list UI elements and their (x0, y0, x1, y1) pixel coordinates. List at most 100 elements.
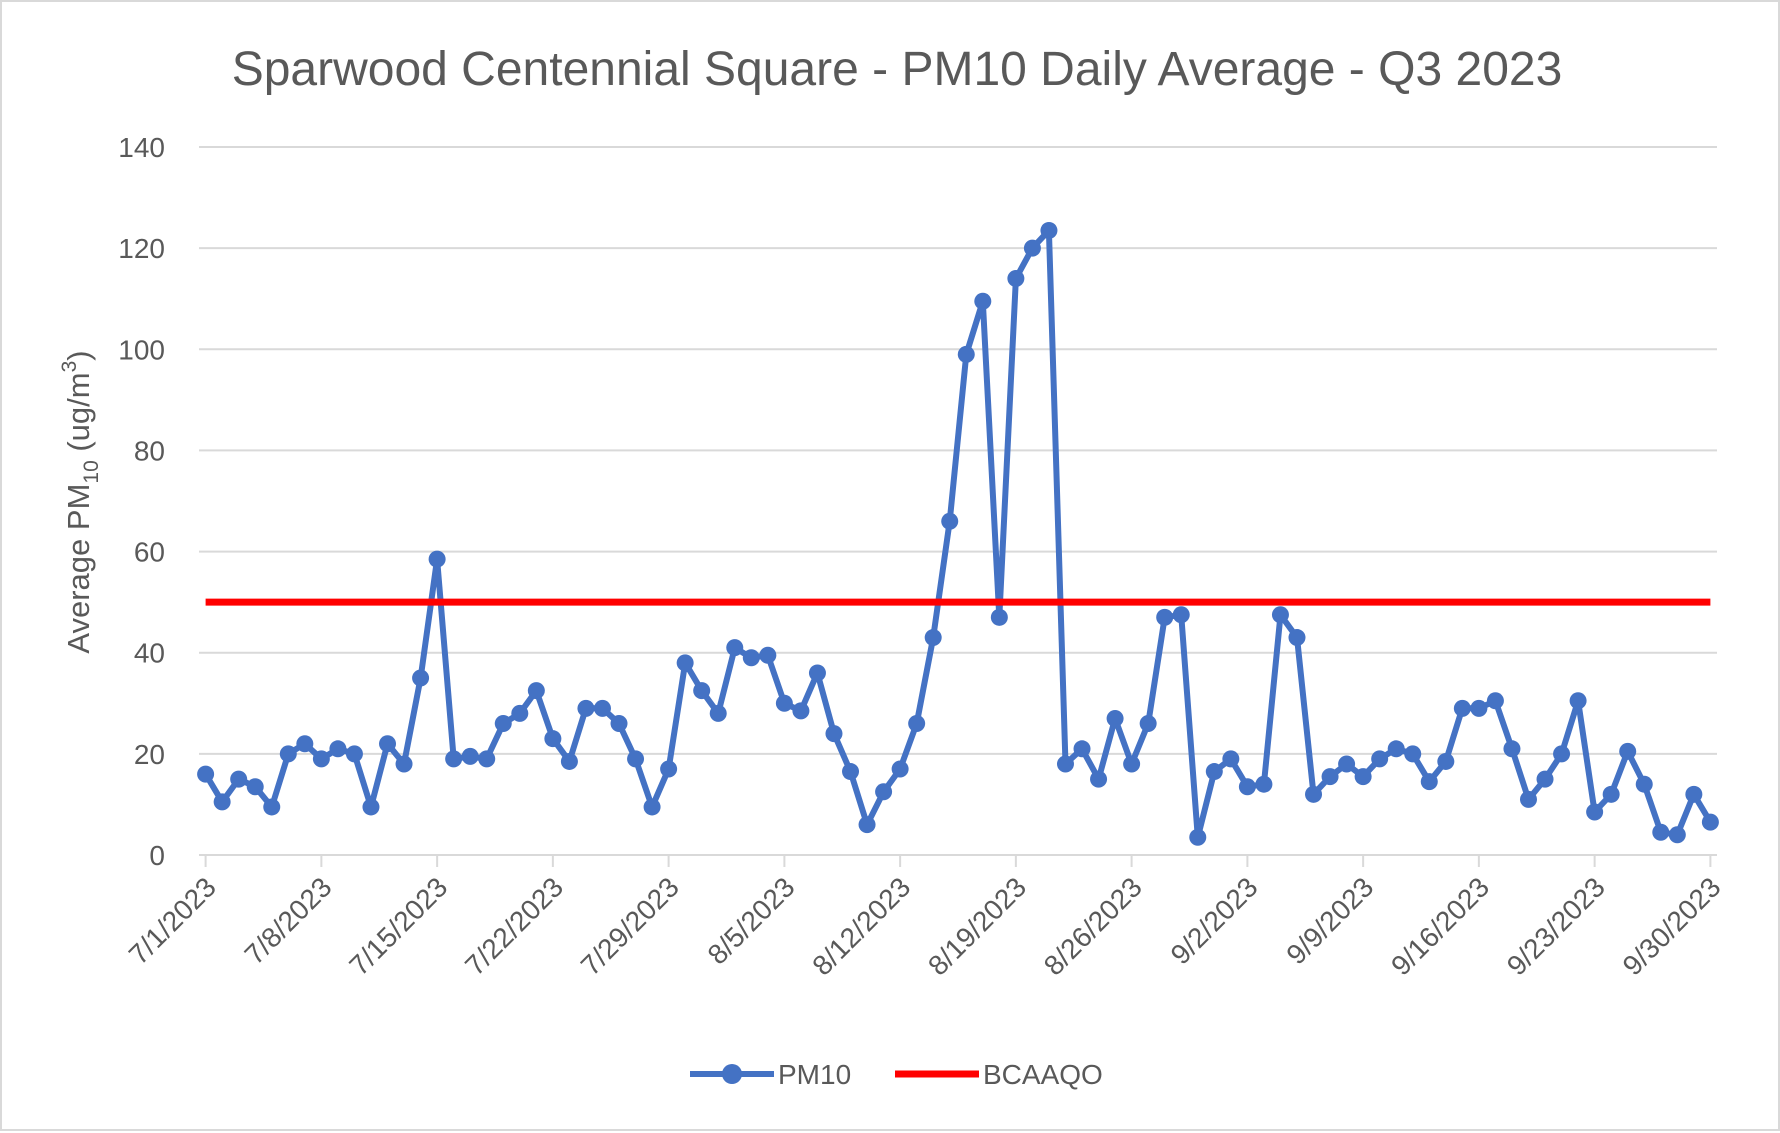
pm10-point (1635, 775, 1653, 793)
pm10-point (990, 608, 1008, 626)
pm10-point (1321, 768, 1339, 786)
pm10-point (1486, 692, 1504, 710)
pm10-point (544, 730, 562, 748)
pm10-point (825, 725, 843, 743)
x-tick-label: 7/29/2023 (575, 871, 685, 981)
y-axis-label-suffix: ) (61, 350, 96, 360)
pm10-point (1701, 813, 1719, 831)
pm10-point (858, 816, 876, 834)
pm10-point (808, 664, 826, 682)
pm10-point (263, 798, 281, 816)
pm10-point (379, 735, 397, 753)
pm10-point (1040, 221, 1058, 239)
pm10-point (1288, 629, 1306, 647)
pm10-point (395, 755, 413, 773)
y-tick-label: 20 (134, 739, 165, 770)
pm10-point (412, 669, 430, 687)
pm10-point (759, 646, 777, 664)
pm10-point (1437, 752, 1455, 770)
pm10-point (1255, 775, 1273, 793)
pm10-point (1338, 755, 1356, 773)
pm10-point (197, 765, 215, 783)
pm10-point (1056, 755, 1074, 773)
pm10-point (974, 292, 992, 310)
pm10-point (345, 745, 363, 763)
pm10-point (1090, 770, 1108, 788)
x-tick-label: 8/5/2023 (702, 871, 801, 970)
pm10-point (428, 550, 446, 568)
pm10-point (461, 747, 479, 765)
pm10-point (1222, 750, 1240, 768)
pm10-point (312, 750, 330, 768)
y-axis-label-subscript: 10 (80, 460, 103, 483)
x-tick-label: 7/1/2023 (123, 871, 222, 970)
pm10-point (941, 512, 959, 530)
y-tick-label: 100 (118, 334, 165, 365)
legend: PM10 BCAAQO (690, 1059, 1103, 1090)
pm10-point (1238, 778, 1256, 796)
pm10-point (329, 740, 347, 758)
pm10-point (1668, 826, 1686, 844)
pm10-point (445, 750, 463, 768)
pm10-point (1685, 785, 1703, 803)
pm10-point (610, 715, 628, 733)
pm10-point (957, 345, 975, 363)
x-tick-label: 9/9/2023 (1280, 871, 1379, 970)
pm10-point (775, 694, 793, 712)
pm10-point (676, 654, 694, 672)
y-tick-labels: 0 20 40 60 80 100 120 140 (118, 132, 165, 871)
pm10-point (1271, 606, 1289, 624)
pm10-point (627, 750, 645, 768)
pm10-point (1106, 709, 1124, 727)
pm10-point (1470, 699, 1488, 717)
x-tick-label: 9/2/2023 (1165, 871, 1264, 970)
pm10-point (362, 798, 380, 816)
pm10-point (1139, 715, 1157, 733)
pm10-point (792, 702, 810, 720)
series-layer (197, 221, 1719, 846)
y-axis-label-superscript: 3 (58, 361, 81, 373)
pm10-point (560, 752, 578, 770)
y-tick-label: 80 (134, 435, 165, 466)
y-axis-label-middle: (ug/m (61, 372, 96, 460)
pm10-point (1420, 773, 1438, 791)
pm10-point (842, 763, 860, 781)
pm10-point (1569, 692, 1587, 710)
pm10-point (924, 629, 942, 647)
pm10-point (1387, 740, 1405, 758)
pm10-point (1354, 768, 1372, 786)
pm10-point (494, 715, 512, 733)
pm10-point (660, 760, 678, 778)
pm10-point (1023, 239, 1041, 257)
pm10-point (1602, 785, 1620, 803)
x-tick-label: 9/23/2023 (1501, 871, 1611, 981)
y-axis-label-prefix: Average PM (61, 484, 96, 654)
pm10-point (1519, 790, 1537, 808)
pm10-point (1305, 785, 1323, 803)
pm10-point (230, 770, 248, 788)
pm10-point (1205, 763, 1223, 781)
pm10-point (1652, 823, 1670, 841)
pm10-point (296, 735, 314, 753)
pm10-point (478, 750, 496, 768)
pm10-point (593, 699, 611, 717)
x-tick-label: 7/22/2023 (459, 871, 569, 981)
pm10-point (246, 778, 264, 796)
pm10-point (1586, 803, 1604, 821)
pm10-point (213, 793, 231, 811)
pm10-point (279, 745, 297, 763)
pm10-point (1172, 606, 1190, 624)
x-tick-label: 9/30/2023 (1617, 871, 1727, 981)
pm10-point (709, 704, 727, 722)
pm10-point (1189, 828, 1207, 846)
pm10-point (1007, 269, 1025, 287)
pm10-point (527, 682, 545, 700)
y-tick-label: 0 (149, 840, 165, 871)
x-tick-label: 8/26/2023 (1038, 871, 1148, 981)
x-tick-label: 7/8/2023 (239, 871, 338, 970)
pm10-line (203, 227, 1713, 841)
pm10-point (1156, 608, 1174, 626)
pm10-point (1553, 745, 1571, 763)
pm10-point (1371, 750, 1389, 768)
